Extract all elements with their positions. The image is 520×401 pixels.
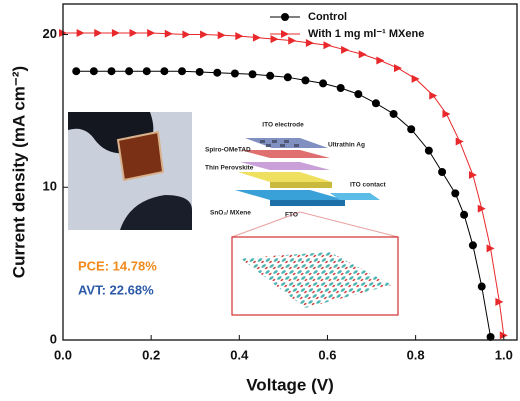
point xyxy=(477,282,486,291)
point xyxy=(281,30,289,38)
point xyxy=(213,68,222,77)
point xyxy=(407,125,416,134)
point xyxy=(495,297,504,306)
x-tick-label: 0.0 xyxy=(54,347,72,362)
point xyxy=(72,67,81,76)
crystal-inset xyxy=(231,211,399,316)
y-tick-label: 20 xyxy=(43,26,57,41)
schematic-label: Ultrathin Ag xyxy=(328,142,365,149)
point xyxy=(371,99,380,108)
point xyxy=(182,30,191,39)
avt-label: AVT: 22.68% xyxy=(78,282,154,297)
point xyxy=(305,38,314,47)
point xyxy=(442,109,451,118)
x-tick-label: 0.4 xyxy=(230,347,249,362)
point xyxy=(129,29,138,38)
schematic-label: ITO electrode xyxy=(262,122,304,129)
point xyxy=(235,32,244,41)
point xyxy=(438,168,447,176)
point xyxy=(354,90,363,99)
point xyxy=(89,67,98,76)
point xyxy=(424,146,433,155)
photo-inset xyxy=(68,112,192,230)
point xyxy=(252,33,261,42)
schematic-label: Thin Perovskite xyxy=(205,165,254,172)
schematic-label: SnO₂/ MXene xyxy=(210,210,251,217)
x-tick-label: 1.0 xyxy=(495,347,513,362)
point xyxy=(217,31,226,40)
point xyxy=(301,76,310,85)
point xyxy=(393,64,402,73)
point xyxy=(336,84,345,92)
point xyxy=(411,74,420,83)
point xyxy=(107,67,116,76)
schematic-label: Spiro-OMeTAD xyxy=(205,147,251,154)
plot-frame xyxy=(62,3,518,341)
point xyxy=(281,13,289,21)
point xyxy=(358,50,367,59)
schematic-label: ITO contact xyxy=(350,182,386,189)
point xyxy=(455,137,464,146)
x-tick-label: 0.2 xyxy=(142,347,160,362)
point xyxy=(323,41,332,50)
point xyxy=(147,29,156,38)
x-tick-label: 0.6 xyxy=(318,347,336,362)
point xyxy=(486,332,495,341)
point xyxy=(270,35,279,44)
point xyxy=(486,244,495,253)
schematic-label: FTO xyxy=(285,212,298,219)
y-tick-label: 0 xyxy=(50,331,57,346)
point xyxy=(76,29,85,38)
point xyxy=(468,241,477,250)
y-axis-label: Current density (mA cm⁻²) xyxy=(9,66,28,278)
point xyxy=(195,67,204,76)
point xyxy=(283,73,292,82)
point xyxy=(266,71,275,80)
pce-label: PCE: 14.78% xyxy=(78,258,157,273)
point xyxy=(460,210,469,219)
legend-label: With 1 mg ml⁻¹ MXene xyxy=(308,28,424,40)
point xyxy=(164,29,173,38)
x-axis-label: Voltage (V) xyxy=(246,375,334,394)
y-tick-label: 10 xyxy=(43,179,57,194)
point xyxy=(341,45,350,54)
point xyxy=(200,30,209,39)
point xyxy=(178,67,187,76)
point xyxy=(376,56,385,65)
point xyxy=(477,204,486,213)
point xyxy=(111,29,120,38)
point xyxy=(94,29,103,38)
point xyxy=(125,67,134,76)
point xyxy=(468,171,477,180)
device-schematic xyxy=(235,138,380,206)
point xyxy=(389,109,398,118)
point xyxy=(429,91,438,100)
x-tick-label: 0.8 xyxy=(407,347,425,362)
point xyxy=(319,79,328,88)
point xyxy=(142,67,151,76)
point xyxy=(230,69,239,78)
point xyxy=(248,70,257,79)
point xyxy=(451,189,460,198)
legend-label: Control xyxy=(308,11,347,23)
point xyxy=(288,36,297,45)
point xyxy=(160,67,169,76)
